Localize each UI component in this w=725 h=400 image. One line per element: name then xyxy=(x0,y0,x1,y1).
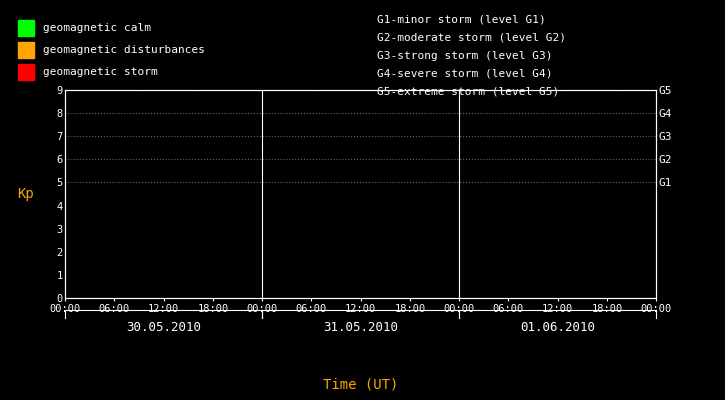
Text: 31.05.2010: 31.05.2010 xyxy=(323,321,398,334)
Text: geomagnetic storm: geomagnetic storm xyxy=(43,67,157,77)
Text: G4-severe storm (level G4): G4-severe storm (level G4) xyxy=(377,69,552,79)
Text: geomagnetic calm: geomagnetic calm xyxy=(43,23,151,33)
Text: G2-moderate storm (level G2): G2-moderate storm (level G2) xyxy=(377,33,566,43)
Text: G5-extreme storm (level G5): G5-extreme storm (level G5) xyxy=(377,87,559,97)
Text: geomagnetic disturbances: geomagnetic disturbances xyxy=(43,45,204,55)
Text: Kp: Kp xyxy=(17,187,34,201)
Text: G3-strong storm (level G3): G3-strong storm (level G3) xyxy=(377,51,552,61)
Text: 30.05.2010: 30.05.2010 xyxy=(126,321,202,334)
Text: G1-minor storm (level G1): G1-minor storm (level G1) xyxy=(377,15,546,25)
Text: 01.06.2010: 01.06.2010 xyxy=(520,321,595,334)
Text: Time (UT): Time (UT) xyxy=(323,377,398,391)
